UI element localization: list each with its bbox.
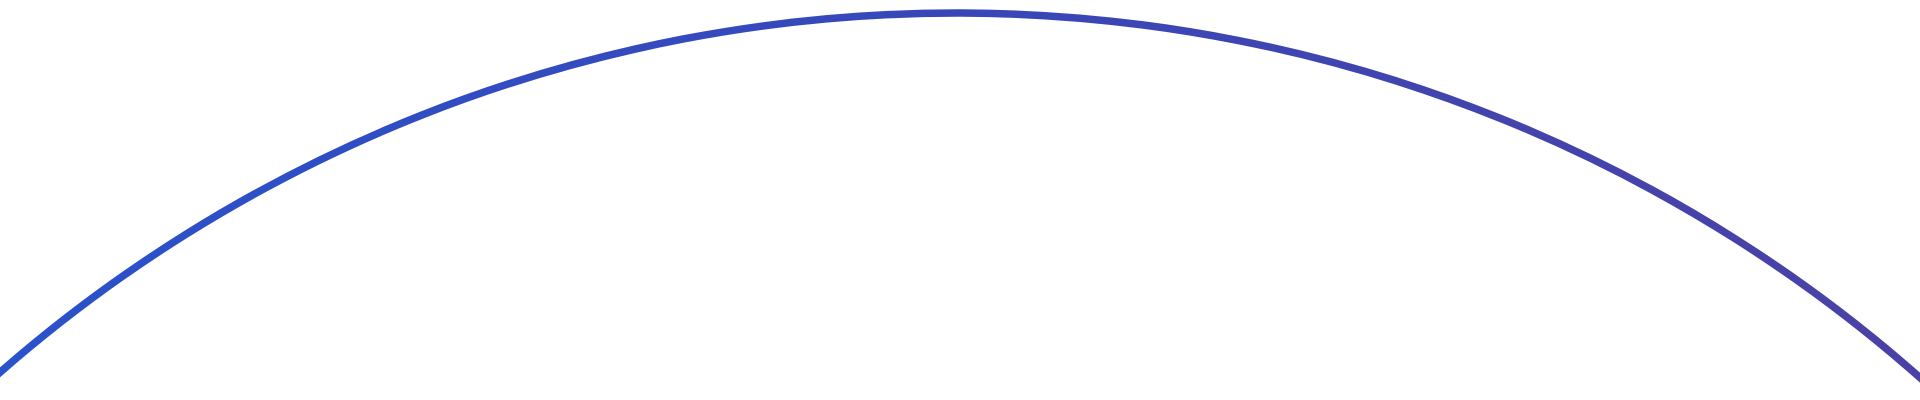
curve-line (0, 9, 1920, 383)
